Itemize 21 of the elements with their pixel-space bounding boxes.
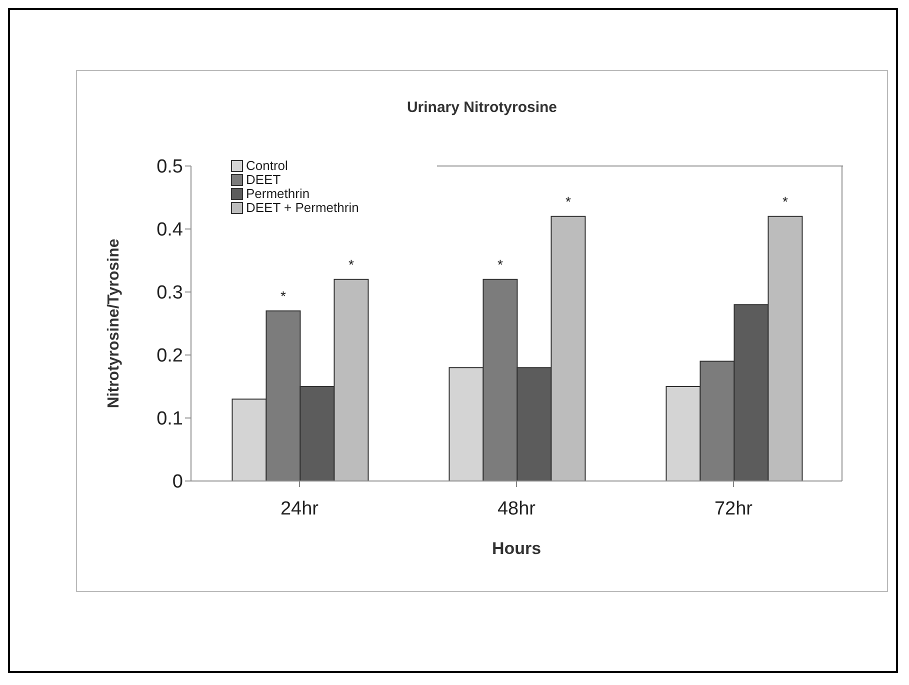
legend-label: Permethrin	[245, 186, 311, 201]
y-tick-label: 0.1	[156, 408, 183, 430]
x-axis-title: Hours	[492, 539, 542, 558]
x-tick-label: 72hr	[714, 498, 754, 520]
legend-label: DEET + Permethrin	[245, 200, 359, 215]
data-label: *	[566, 193, 572, 210]
y-axis-title: Nitrotyrosine/Tyrosine	[106, 238, 123, 408]
x-tick-label: 24hr	[280, 498, 320, 520]
y-tick-label: 0.5	[156, 156, 183, 178]
x-tick-label: 48hr	[497, 498, 536, 520]
y-tick-label: 0	[172, 472, 183, 493]
legend-label: DEET	[245, 172, 282, 187]
y-tick-label: 0.2	[156, 346, 183, 367]
data-label: *	[280, 288, 287, 304]
chart-title: Urinary Nitrotyrosine	[406, 99, 558, 116]
data-label: *	[498, 256, 504, 272]
data-label: *	[348, 256, 355, 272]
legend-label: Control	[245, 158, 289, 173]
y-tick-label: 0.3	[156, 282, 183, 304]
y-tick-label: 0.4	[156, 220, 184, 241]
data-label: *	[782, 193, 789, 210]
